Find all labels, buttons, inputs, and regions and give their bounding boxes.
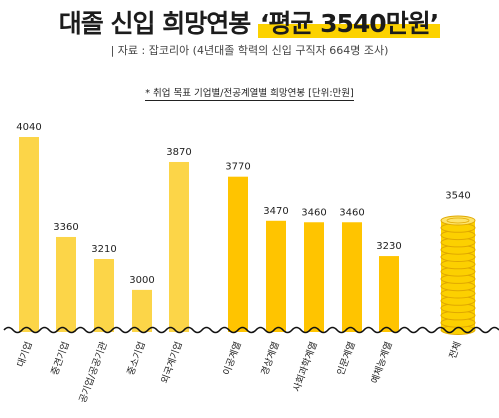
bar-중견기업: [56, 236, 76, 332]
category-label-외국계기업: 외국계기업: [159, 340, 185, 385]
category-label-예체능계열: 예체능계열: [369, 340, 395, 385]
title-highlight: ‘평균 3540만원’: [257, 9, 441, 38]
unit-note: * 취업 목표 기업별/전공계열별 희망연봉 [단위:만원]: [0, 85, 499, 101]
chart-title: 대졸 신입 희망연봉 ‘평균 3540만원’: [0, 4, 499, 40]
category-label-중견기업: 중견기업: [49, 340, 72, 377]
value-label-공기업/공공기관: 3210: [91, 244, 116, 255]
value-label-외국계기업: 3870: [166, 147, 191, 158]
bar-경상계열: [266, 220, 286, 332]
category-label-공기업/공공기관: 공기업/공공기관: [77, 340, 110, 405]
bar-중소기업: [132, 289, 152, 332]
unit-note-text: * 취업 목표 기업별/전공계열별 희망연봉 [단위:만원]: [145, 88, 354, 101]
value-label-이공계열: 3770: [225, 162, 250, 173]
bar-예체능계열: [379, 256, 399, 332]
value-label-경상계열: 3470: [263, 206, 288, 217]
category-label-경상계열: 경상계열: [259, 340, 282, 377]
bar-coin-stack-전체: [440, 215, 476, 335]
category-label-대기업: 대기업: [15, 340, 35, 369]
category-label-인문계열: 인문계열: [335, 340, 358, 377]
bar-인문계열: [342, 222, 362, 332]
bar-이공계열: [228, 176, 248, 332]
bar-사회과학계열: [304, 222, 324, 332]
value-label-인문계열: 3460: [339, 207, 364, 218]
value-label-중견기업: 3360: [53, 222, 78, 233]
axis-break-wave: [3, 326, 499, 334]
bar-외국계기업: [169, 161, 189, 332]
source-line: | 자료 : 잡코리아 (4년대졸 학력의 신입 구직자 664명 조사): [110, 44, 389, 57]
category-label-이공계열: 이공계열: [221, 340, 244, 377]
value-label-전체: 3540: [445, 191, 470, 202]
category-label-중소기업: 중소기업: [125, 340, 148, 377]
value-label-사회과학계열: 3460: [301, 207, 326, 218]
value-label-중소기업: 3000: [129, 275, 154, 286]
value-label-예체능계열: 3230: [376, 241, 401, 252]
bar-공기업/공공기관: [94, 259, 114, 332]
category-label-전체: 전체: [448, 340, 464, 360]
title-main: 대졸 신입 희망연봉: [58, 9, 251, 38]
bar-대기업: [19, 137, 39, 332]
value-label-대기업: 4040: [16, 122, 41, 133]
category-label-사회과학계열: 사회과학계열: [291, 340, 320, 393]
